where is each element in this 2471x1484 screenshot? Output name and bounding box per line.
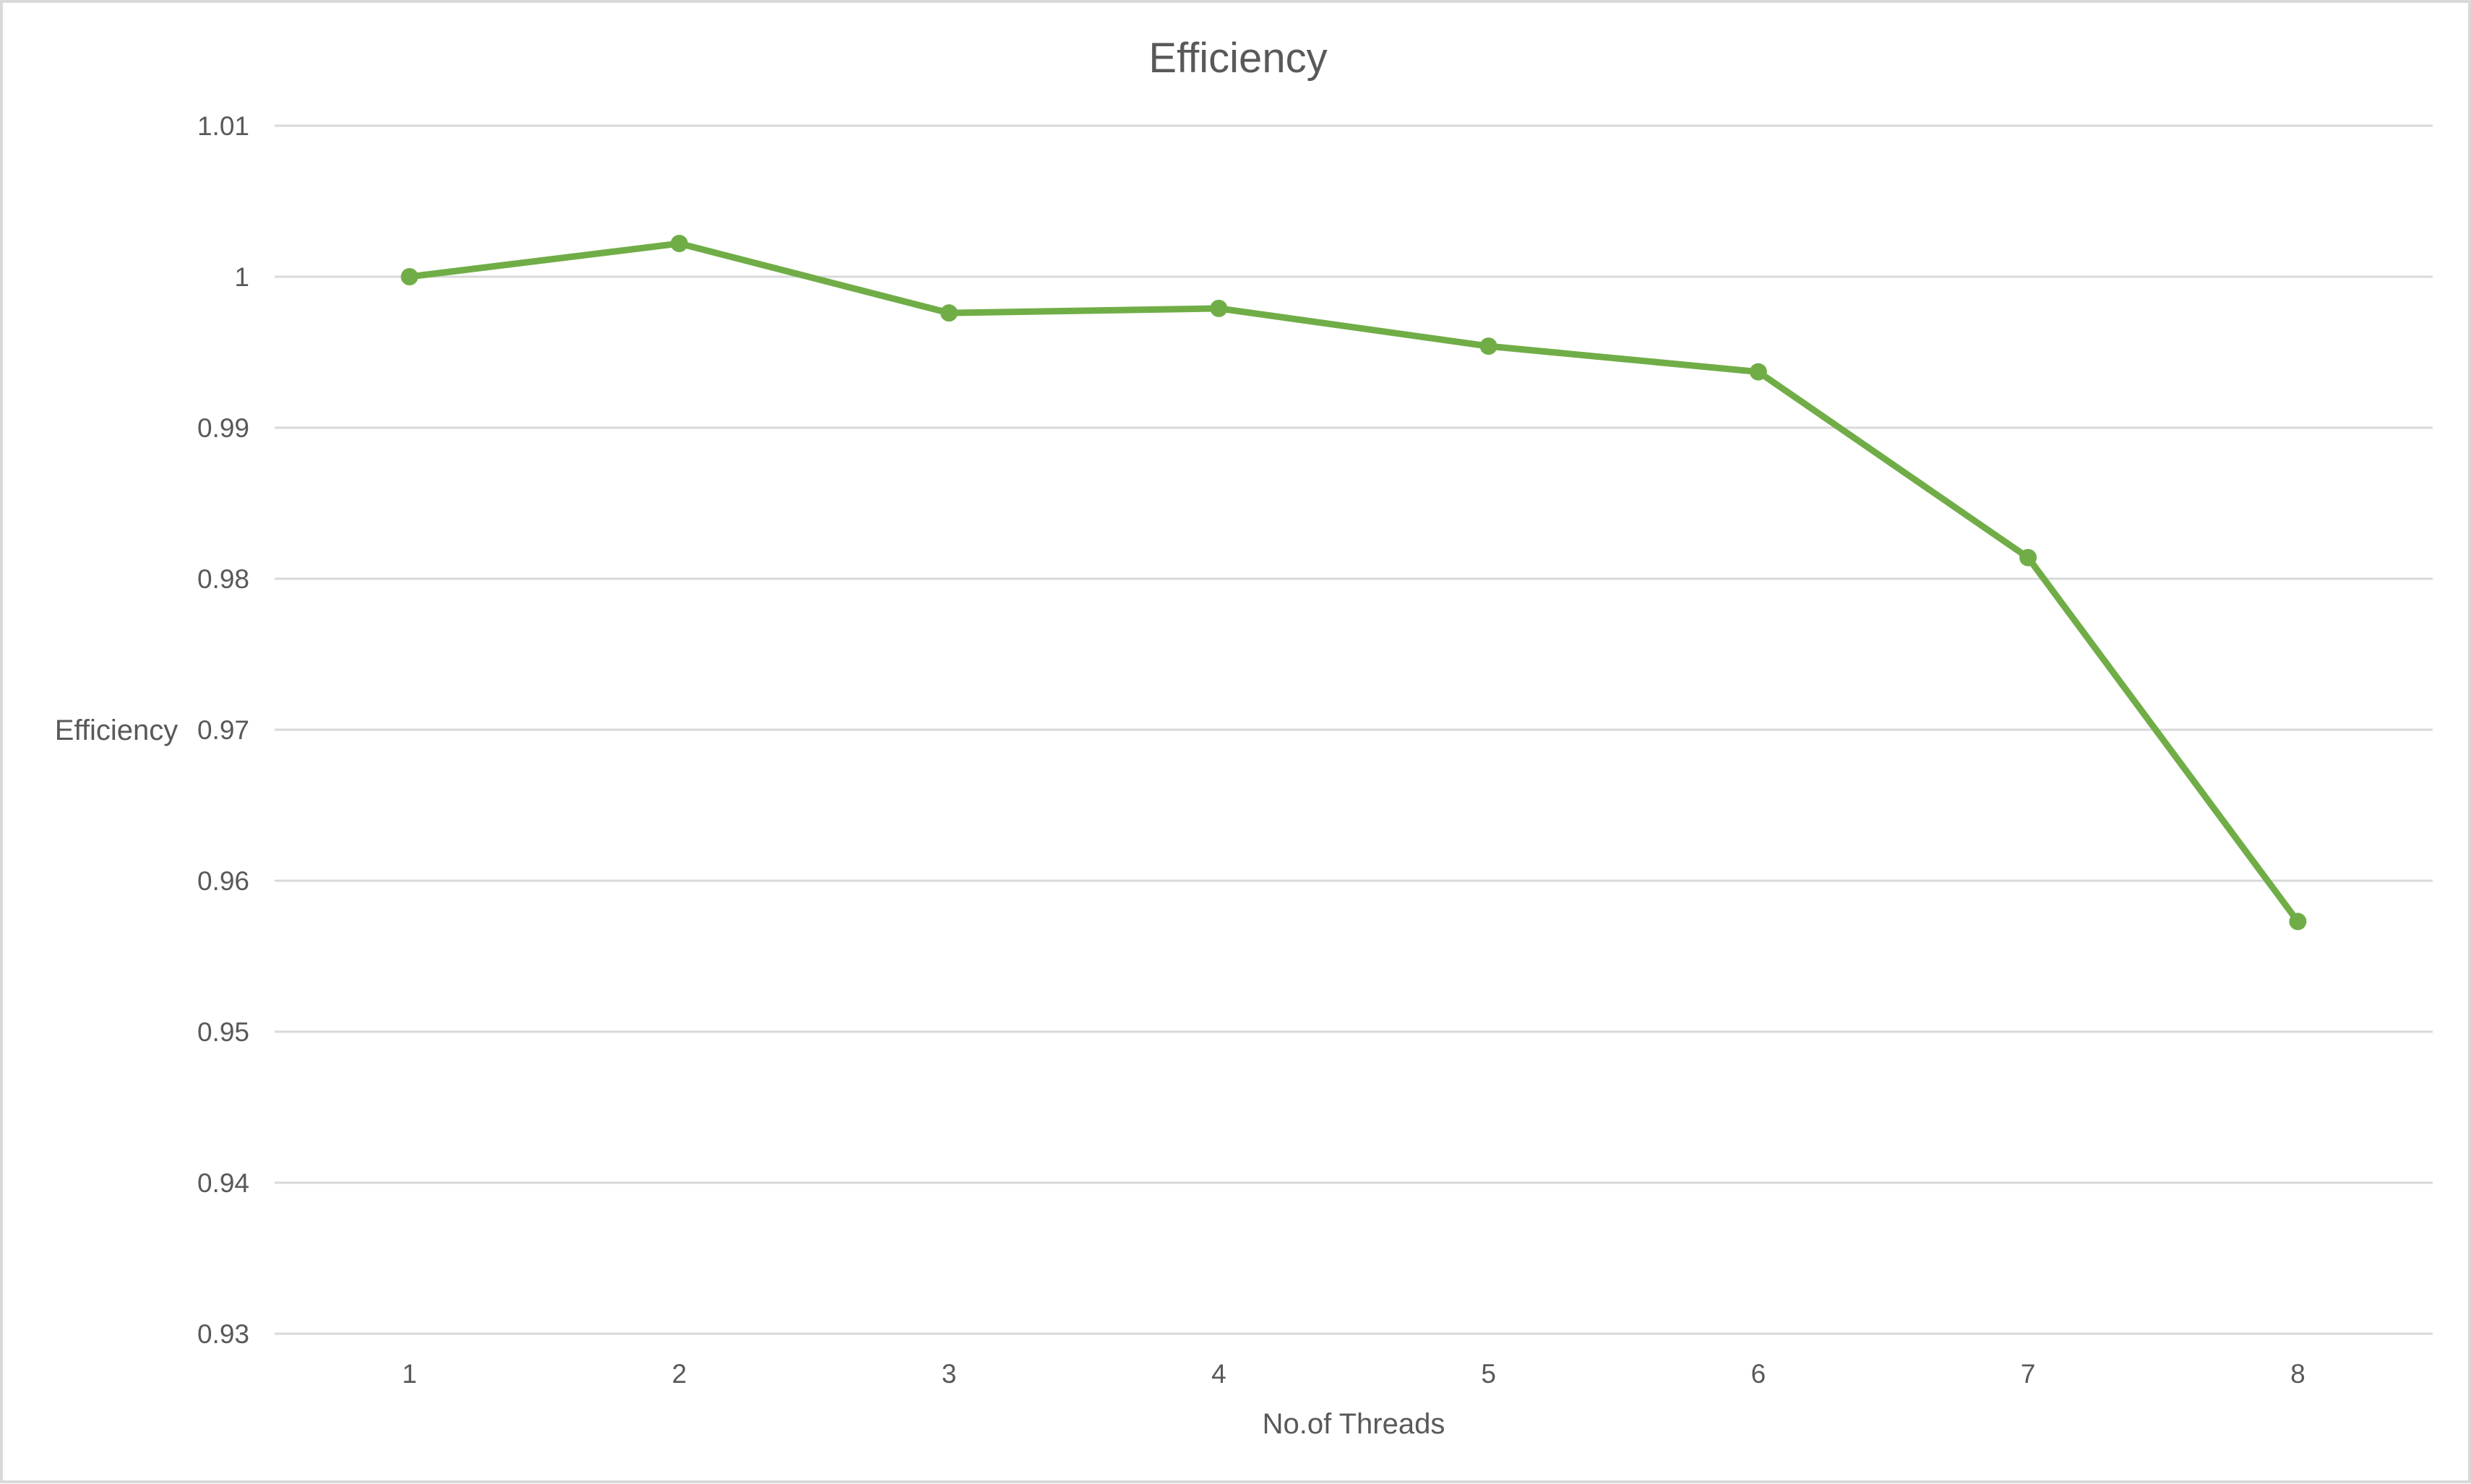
x-tick-label: 5 (1481, 1359, 1496, 1389)
x-tick-label: 3 (942, 1359, 957, 1389)
line-chart: Efficiency 0.93 0.94 0.95 0.96 0.97 0.98 0.99 1… (55, 35, 2433, 1440)
y-tick-label: 0.99 (197, 413, 249, 443)
data-point (670, 235, 688, 253)
y-tick-label: 0.94 (197, 1168, 249, 1198)
x-tick-label: 2 (672, 1359, 687, 1389)
y-tick-label: 0.97 (197, 715, 249, 745)
data-point (2019, 548, 2037, 566)
data-point (1479, 337, 1497, 355)
series-line (406, 240, 2301, 925)
x-tick-label: 6 (1751, 1359, 1766, 1389)
y-tick-label: 1.01 (197, 111, 249, 141)
y-axis-title: Efficiency (55, 715, 178, 746)
data-point (1210, 299, 1228, 317)
x-tick-label: 7 (2021, 1359, 2036, 1389)
y-tick-label: 0.95 (197, 1017, 249, 1047)
x-tick-label: 1 (402, 1359, 417, 1389)
y-tick-label: 0.96 (197, 866, 249, 896)
series-layer (400, 235, 2307, 931)
x-axis-tick-labels: 1 2 3 4 5 6 7 8 (402, 1359, 2305, 1389)
x-tick-label: 4 (1211, 1359, 1226, 1389)
data-point (1749, 363, 1767, 381)
y-tick-label: 1 (234, 262, 249, 292)
data-point (2289, 913, 2307, 931)
y-tick-label: 0.98 (197, 564, 249, 594)
y-axis-tick-labels: 0.93 0.94 0.95 0.96 0.97 0.98 0.99 1 1.01 (197, 111, 249, 1349)
chart-title: Efficiency (1148, 35, 1327, 82)
x-axis-title: No.of Threads (1263, 1408, 1445, 1440)
gridlines (275, 124, 2433, 1335)
data-point (400, 268, 418, 285)
x-tick-label: 8 (2290, 1359, 2305, 1389)
y-tick-label: 0.93 (197, 1319, 249, 1349)
data-point (940, 304, 958, 322)
